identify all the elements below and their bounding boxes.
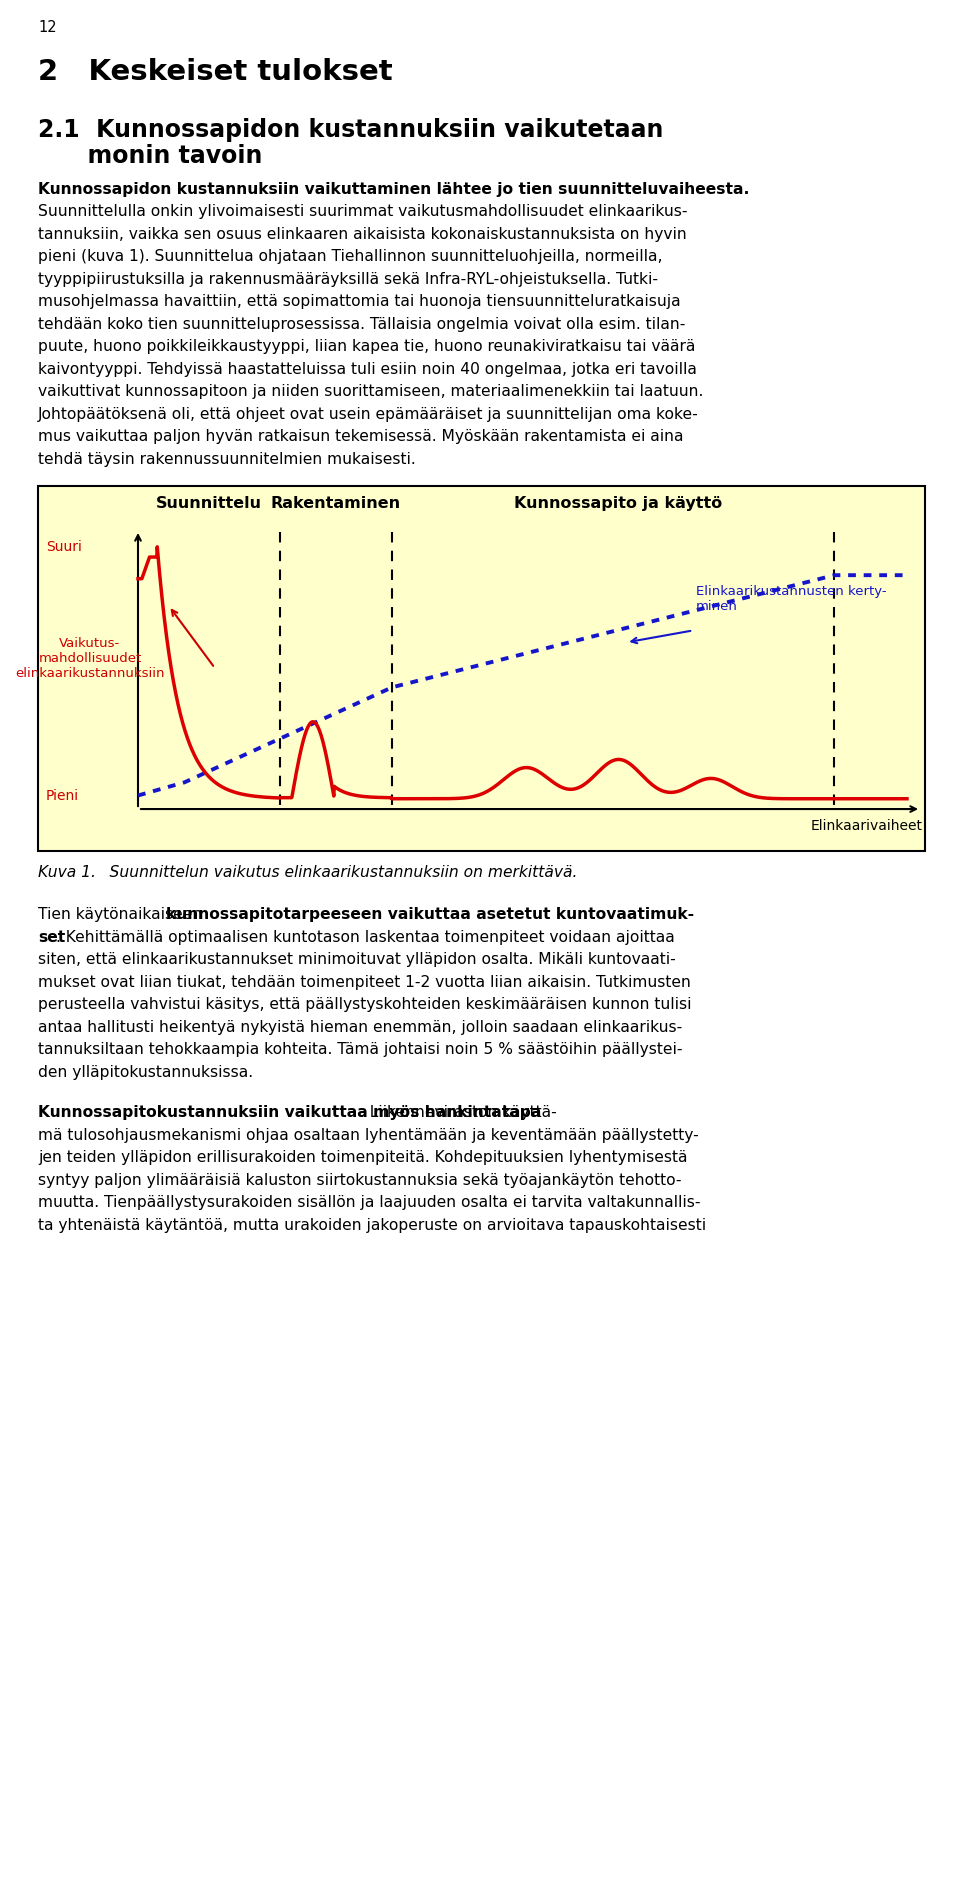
Text: Suunnittelulla onkin ylivoimaisesti suurimmat vaikutusmahdollisuudet elinkaariku: Suunnittelulla onkin ylivoimaisesti suur… <box>38 205 687 220</box>
Text: 12: 12 <box>38 21 57 34</box>
Text: Elinkaarivaiheet: Elinkaarivaiheet <box>811 819 923 834</box>
Text: tehdä täysin rakennussuunnitelmien mukaisesti.: tehdä täysin rakennussuunnitelmien mukai… <box>38 451 416 466</box>
Text: perusteella vahvistui käsitys, että päällystyskohteiden keskimääräisen kunnon tu: perusteella vahvistui käsitys, että pääl… <box>38 997 691 1012</box>
Text: tehdään koko tien suunnitteluprosessissa. Tällaisia ongelmia voivat olla esim. t: tehdään koko tien suunnitteluprosessissa… <box>38 316 685 332</box>
Text: ta yhtenäistä käytäntöä, mutta urakoiden jakoperuste on arvioitava tapauskohtais: ta yhtenäistä käytäntöä, mutta urakoiden… <box>38 1218 707 1232</box>
Text: siten, että elinkaarikustannukset minimoituvat ylläpidon osalta. Mikäli kuntovaa: siten, että elinkaarikustannukset minimo… <box>38 951 676 966</box>
Text: tyyppipiirustuksilla ja rakennusmääräyksillä sekä Infra-RYL-ohjeistuksella. Tutk: tyyppipiirustuksilla ja rakennusmääräyks… <box>38 271 658 286</box>
Text: Tien käytönaikaiseen: Tien käytönaikaiseen <box>38 908 207 923</box>
Text: mä tulosohjausmekanismi ohjaa osaltaan lyhentämään ja keventämään päällystetty-: mä tulosohjausmekanismi ohjaa osaltaan l… <box>38 1128 699 1143</box>
Text: kaivontyyppi. Tehdyissä haastatteluissa tuli esiin noin 40 ongelmaa, jotka eri t: kaivontyyppi. Tehdyissä haastatteluissa … <box>38 362 697 377</box>
Text: Kunnossapitokustannuksiin vaikuttaa myös hankintatapa: Kunnossapitokustannuksiin vaikuttaa myös… <box>38 1105 541 1120</box>
Text: den ylläpitokustannuksissa.: den ylläpitokustannuksissa. <box>38 1065 253 1080</box>
Text: . Liikenneviraston käyttä-: . Liikenneviraston käyttä- <box>360 1105 557 1120</box>
Text: kunnossapitotarpeeseen vaikuttaa asetetut kuntovaatimuk-: kunnossapitotarpeeseen vaikuttaa asetetu… <box>166 908 694 923</box>
Text: 2.1  Kunnossapidon kustannuksiin vaikutetaan: 2.1 Kunnossapidon kustannuksiin vaikutet… <box>38 117 663 142</box>
Text: . Kehittämällä optimaalisen kuntotason laskentaa toimenpiteet voidaan ajoittaa: . Kehittämällä optimaalisen kuntotason l… <box>57 930 675 944</box>
Bar <box>38 485 925 851</box>
Text: Vaikutus-
mahdollisuudet
elinkaarikustannuksiin: Vaikutus- mahdollisuudet elinkaarikustan… <box>15 637 165 680</box>
Text: jen teiden ylläpidon erillisurakoiden toimenpiteitä. Kohdepituuksien lyhentymise: jen teiden ylläpidon erillisurakoiden to… <box>38 1150 687 1165</box>
Text: Suunnittelu: Suunnittelu <box>156 496 262 512</box>
Text: Pieni: Pieni <box>46 788 79 803</box>
Text: tannuksiin, vaikka sen osuus elinkaaren aikaisista kokonaiskustannuksista on hyv: tannuksiin, vaikka sen osuus elinkaaren … <box>38 227 686 241</box>
Text: mukset ovat liian tiukat, tehdään toimenpiteet 1-2 vuotta liian aikaisin. Tutkim: mukset ovat liian tiukat, tehdään toimen… <box>38 974 691 989</box>
Text: Suuri: Suuri <box>46 540 82 553</box>
Text: Rakentaminen: Rakentaminen <box>271 496 401 512</box>
Text: set: set <box>38 930 65 944</box>
Text: musohjelmassa havaittiin, että sopimattomia tai huonoja tiensuunnitteluratkaisuj: musohjelmassa havaittiin, että sopimatto… <box>38 294 681 309</box>
Text: Elinkaarikustannusten kerty-
minen: Elinkaarikustannusten kerty- minen <box>696 586 887 614</box>
Text: mus vaikuttaa paljon hyvän ratkaisun tekemisessä. Myöskään rakentamista ei aina: mus vaikuttaa paljon hyvän ratkaisun tek… <box>38 428 684 443</box>
Text: syntyy paljon ylimääräisiä kaluston siirtokustannuksia sekä työajankäytön tehott: syntyy paljon ylimääräisiä kaluston siir… <box>38 1173 682 1188</box>
Text: vaikuttivat kunnossapitoon ja niiden suorittamiseen, materiaalimenekkiin tai laa: vaikuttivat kunnossapitoon ja niiden suo… <box>38 385 704 400</box>
Text: pieni (kuva 1). Suunnittelua ohjataan Tiehallinnon suunnitteluohjeilla, normeill: pieni (kuva 1). Suunnittelua ohjataan Ti… <box>38 248 662 263</box>
Text: Suunnittelun vaikutus elinkaarikustannuksiin on merkittävä.: Suunnittelun vaikutus elinkaarikustannuk… <box>90 864 577 879</box>
Text: Kunnossapito ja käyttö: Kunnossapito ja käyttö <box>514 496 722 512</box>
Text: muutta. Tienpäällystysurakoiden sisällön ja laajuuden osalta ei tarvita valtakun: muutta. Tienpäällystysurakoiden sisällön… <box>38 1196 701 1211</box>
Text: monin tavoin: monin tavoin <box>38 144 262 169</box>
Text: tannuksiltaan tehokkaampia kohteita. Tämä johtaisi noin 5 % säästöihin päällyste: tannuksiltaan tehokkaampia kohteita. Täm… <box>38 1042 683 1057</box>
Text: 2   Keskeiset tulokset: 2 Keskeiset tulokset <box>38 59 393 85</box>
Text: antaa hallitusti heikentyä nykyistä hieman enemmän, jolloin saadaan elinkaarikus: antaa hallitusti heikentyä nykyistä hiem… <box>38 1020 683 1035</box>
Text: Kunnossapidon kustannuksiin vaikuttaminen lähtee jo tien suunnitteluvaiheesta.: Kunnossapidon kustannuksiin vaikuttamine… <box>38 182 750 197</box>
Text: Johtopäätöksenä oli, että ohjeet ovat usein epämääräiset ja suunnittelijan oma k: Johtopäätöksenä oli, että ohjeet ovat us… <box>38 407 699 421</box>
Text: Kuva 1.: Kuva 1. <box>38 864 96 879</box>
Text: puute, huono poikkileikkaustyyppi, liian kapea tie, huono reunakiviratkaisu tai : puute, huono poikkileikkaustyyppi, liian… <box>38 339 695 354</box>
